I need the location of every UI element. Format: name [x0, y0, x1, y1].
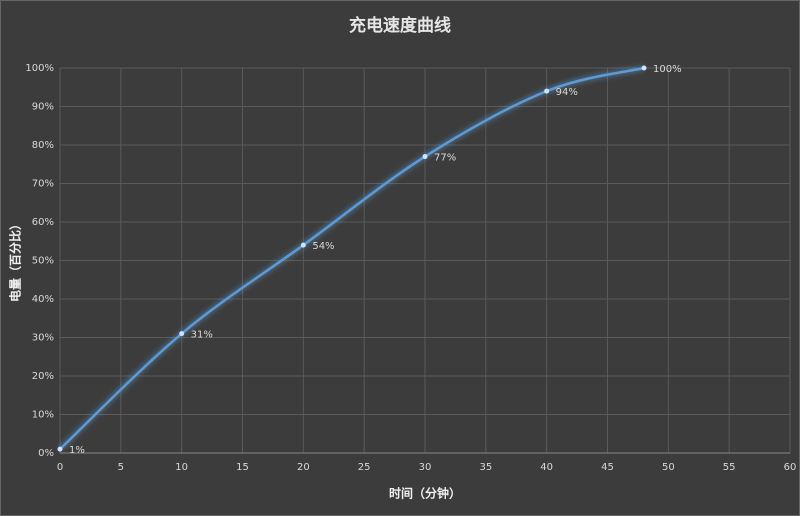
y-tick-label: 30%	[32, 333, 54, 344]
x-tick-label: 25	[358, 462, 371, 473]
y-tick-label: 60%	[32, 217, 54, 228]
x-tick-label: 5	[118, 462, 124, 473]
y-axis-title: 电量（百分比）	[8, 218, 23, 302]
x-tick-label: 10	[175, 462, 188, 473]
y-tick-label: 0%	[38, 448, 54, 459]
point	[57, 446, 63, 452]
data-label: 54%	[312, 241, 334, 252]
y-tick-label: 40%	[32, 294, 54, 305]
x-tick-label: 30	[419, 462, 432, 473]
data-label: 100%	[653, 64, 682, 75]
x-tick-label: 40	[540, 462, 553, 473]
x-tick-label: 35	[479, 462, 492, 473]
y-tick-label: 70%	[32, 179, 54, 190]
x-axis-title: 时间（分钟）	[389, 486, 461, 501]
point	[300, 242, 306, 248]
point	[422, 154, 428, 160]
data-label: 31%	[191, 330, 213, 341]
y-tick-label: 90%	[32, 102, 54, 113]
x-tick-label: 15	[236, 462, 249, 473]
data-label: 94%	[556, 87, 578, 98]
y-tick-label: 80%	[32, 140, 54, 151]
point	[544, 88, 550, 94]
x-tick-label: 55	[723, 462, 736, 473]
x-tick-label: 20	[297, 462, 310, 473]
x-tick-label: 45	[601, 462, 614, 473]
y-tick-label: 10%	[32, 410, 54, 421]
point	[179, 331, 185, 337]
data-label: 1%	[69, 445, 85, 456]
y-tick-label: 100%	[25, 63, 54, 74]
data-label: 77%	[434, 153, 456, 164]
point	[641, 65, 647, 71]
chart-title: 充电速度曲线	[349, 15, 451, 36]
x-tick-label: 50	[662, 462, 675, 473]
y-tick-label: 50%	[32, 256, 54, 267]
x-tick-label: 0	[57, 462, 63, 473]
x-tick-label: 60	[784, 462, 797, 473]
y-tick-label: 20%	[32, 371, 54, 382]
